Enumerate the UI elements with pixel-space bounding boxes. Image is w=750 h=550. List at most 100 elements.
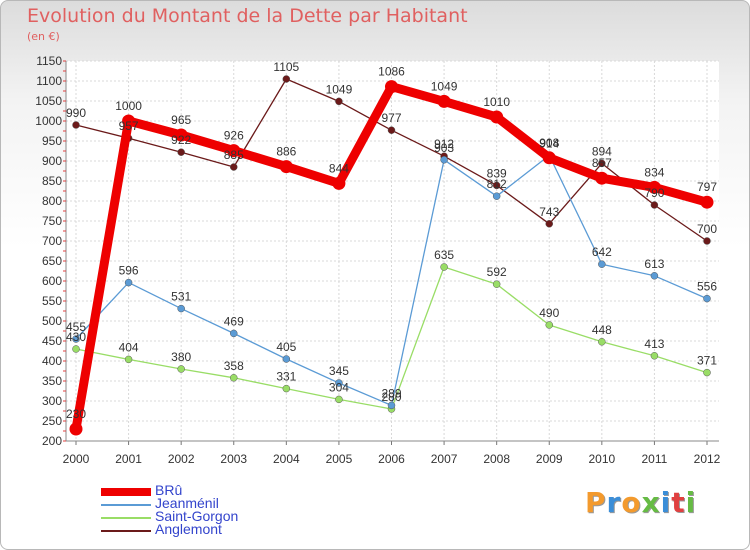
data-label: 908 — [539, 136, 559, 150]
y-tick-label: 900 — [42, 154, 62, 168]
data-label: 957 — [119, 119, 139, 133]
y-tick-label: 300 — [42, 394, 62, 408]
data-point — [279, 160, 293, 174]
y-tick-label: 700 — [42, 234, 62, 248]
data-point — [703, 368, 711, 377]
x-tick-label: 2010 — [588, 452, 615, 466]
data-point — [230, 163, 238, 171]
data-label: 613 — [644, 257, 664, 271]
y-tick-label: 350 — [42, 374, 62, 388]
data-point — [703, 237, 711, 245]
data-label: 965 — [171, 113, 191, 127]
data-label: 642 — [592, 245, 612, 259]
data-point — [385, 80, 398, 94]
x-tick-label: 2009 — [536, 452, 563, 466]
legend-label: Saint-Gorgon — [155, 508, 239, 524]
data-point — [598, 159, 606, 168]
logo-letter: r — [606, 486, 622, 519]
data-point — [545, 321, 553, 329]
data-point — [335, 395, 343, 404]
data-point — [492, 181, 501, 190]
data-label: 405 — [276, 340, 296, 354]
legend-swatch — [101, 517, 151, 519]
data-point — [72, 335, 80, 343]
data-label: 345 — [329, 364, 349, 378]
data-point — [387, 126, 396, 134]
data-label: 844 — [329, 161, 349, 175]
data-point — [700, 195, 714, 209]
legend-swatch — [101, 504, 151, 506]
legend-item: BRû — [101, 482, 301, 499]
x-tick-label: 2001 — [115, 452, 142, 466]
logo-letter: t — [671, 486, 686, 519]
data-label: 857 — [592, 156, 612, 170]
data-label: 1105 — [273, 60, 299, 74]
data-label: 230 — [66, 407, 86, 421]
x-tick-label: 2011 — [642, 452, 668, 466]
data-point — [230, 329, 238, 338]
data-point — [595, 171, 609, 185]
data-label: 430 — [66, 330, 86, 344]
data-label: 894 — [592, 144, 612, 158]
data-label: 531 — [171, 290, 191, 304]
data-label: 926 — [224, 129, 244, 143]
legend-label: Jeanménil — [155, 495, 219, 511]
x-tick-label: 2008 — [483, 452, 510, 466]
data-label: 1086 — [378, 65, 405, 79]
data-point — [177, 148, 185, 156]
data-label: 596 — [119, 264, 139, 278]
data-label: 912 — [434, 137, 454, 151]
data-label: 914 — [539, 136, 559, 150]
data-point — [69, 422, 83, 436]
data-label: 490 — [539, 306, 559, 320]
data-label: 990 — [66, 106, 86, 120]
data-point — [282, 384, 291, 393]
data-point — [335, 379, 343, 387]
logo-letter: o — [621, 486, 642, 519]
data-label: 1000 — [115, 99, 142, 113]
data-point — [335, 97, 343, 106]
data-label: 1010 — [483, 95, 510, 109]
x-tick-label: 2004 — [273, 452, 300, 466]
y-tick-label: 850 — [42, 174, 62, 188]
data-point — [545, 220, 553, 228]
data-point — [230, 374, 238, 382]
y-tick-label: 650 — [42, 254, 62, 268]
y-tick-label: 200 — [42, 434, 62, 448]
data-label: 371 — [697, 354, 717, 368]
data-point — [437, 94, 451, 108]
data-label: 358 — [224, 359, 244, 373]
data-point — [650, 352, 659, 360]
data-label: 304 — [329, 380, 349, 394]
data-point — [124, 278, 133, 287]
data-label: 834 — [644, 165, 664, 179]
logo-letter: x — [641, 486, 661, 519]
logo-letter: i — [660, 486, 672, 519]
y-tick-label: 250 — [42, 414, 62, 428]
chart-subtitle: (en €) — [27, 30, 60, 43]
data-label: 592 — [487, 265, 507, 279]
legend-item: Jeanménil — [101, 495, 301, 512]
plot-area — [66, 61, 719, 441]
data-label: 1049 — [326, 82, 353, 96]
y-tick-label: 450 — [42, 334, 62, 348]
data-label: 469 — [224, 314, 244, 328]
data-label: 922 — [171, 133, 191, 147]
data-point — [440, 263, 448, 271]
data-point — [332, 176, 346, 190]
data-label: 289 — [381, 386, 401, 400]
data-label: 886 — [276, 145, 296, 159]
legend-item: Saint-Gorgon — [101, 508, 301, 525]
data-point — [598, 338, 606, 346]
legend-label: Anglemont — [155, 521, 222, 537]
x-tick-label: 2003 — [220, 452, 247, 466]
logo-letter: P — [585, 486, 607, 519]
data-point — [490, 110, 504, 124]
data-point — [703, 294, 711, 303]
y-tick-label: 800 — [42, 194, 62, 208]
data-label: 743 — [539, 205, 559, 219]
data-label: 448 — [592, 323, 612, 337]
legend-item: Anglemont — [101, 521, 301, 538]
data-label: 977 — [381, 111, 401, 125]
